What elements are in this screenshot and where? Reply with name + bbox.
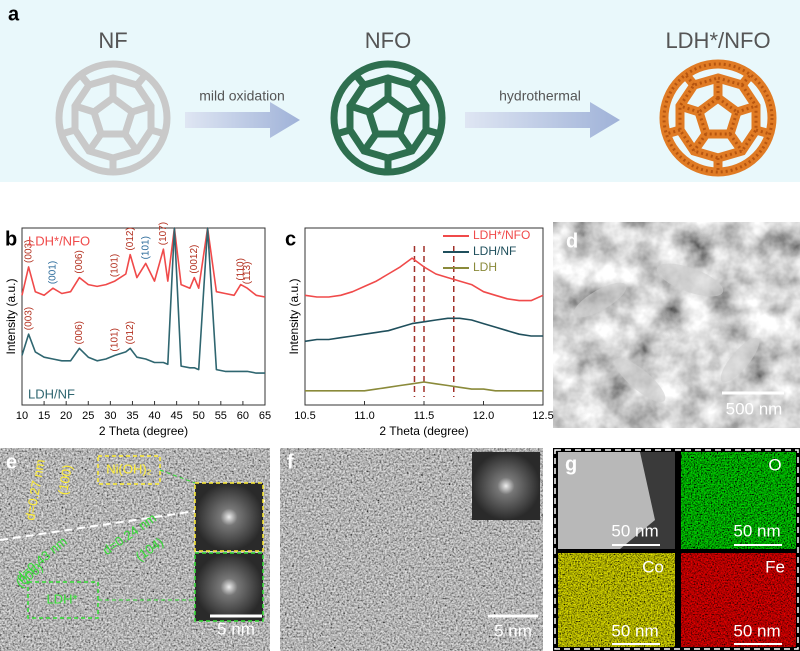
panel-letter: d: [566, 230, 578, 252]
flakes: [573, 263, 760, 402]
series-label: LDH/NF: [28, 386, 75, 401]
legend-label: LDH*/NFO: [473, 228, 530, 242]
peak-label: (107): [158, 222, 169, 245]
map-border: [554, 449, 799, 650]
x-tick-label: 10: [16, 410, 28, 422]
x-tick-label: 12.5: [532, 410, 553, 422]
x-axis-label: 2 Theta (degree): [99, 424, 188, 438]
x-axis-label: 2 Theta (degree): [379, 424, 468, 438]
fe-map: [681, 553, 796, 647]
peak-label: (0012): [189, 245, 200, 274]
x-tick-label: 50: [193, 410, 205, 422]
peak-label: (101): [109, 254, 120, 277]
x-tick-label: 15: [38, 410, 50, 422]
x-tick-label: 11.5: [414, 410, 435, 422]
step-label: mild oxidation: [199, 88, 285, 104]
panel-letter: f: [287, 451, 294, 473]
peak-label: (001): [48, 261, 59, 284]
annotation: (100): [55, 464, 75, 497]
series-line: [21, 227, 266, 298]
peak-label: (003): [23, 307, 34, 330]
x-tick-label: 60: [237, 410, 249, 422]
element-label: Co: [642, 557, 664, 576]
panel-letter: a: [8, 3, 20, 25]
x-tick-label: 35: [126, 410, 138, 422]
scale-bar-label: 5 nm: [494, 621, 532, 640]
guide: [98, 469, 196, 601]
legend-label: LDH: [473, 260, 497, 274]
fft-inset: [472, 452, 540, 520]
panel-letter: b: [5, 228, 17, 250]
x-tick-label: 40: [148, 410, 160, 422]
arrow: [185, 102, 300, 138]
o-map: [681, 452, 796, 549]
scale-bar-label: 500 nm: [726, 399, 783, 418]
element-label: Fe: [765, 557, 785, 576]
arrow: [465, 102, 620, 138]
legend-label: LDH/NF: [473, 244, 516, 258]
panel-letter: c: [285, 228, 296, 250]
annotation: LDH*: [46, 591, 77, 606]
x-tick-label: 55: [215, 410, 227, 422]
peak-label: (012): [125, 227, 136, 250]
co-map: [558, 553, 675, 647]
x-tick-label: 30: [104, 410, 116, 422]
stage-label: NFO: [365, 28, 411, 53]
peak-label: (006): [74, 321, 85, 344]
fft-inset: [194, 482, 264, 552]
particle: [558, 452, 655, 549]
x-tick-label: 45: [171, 410, 183, 422]
sem-image: [553, 222, 800, 428]
element-label: O: [768, 455, 781, 474]
annotation: Ni(OH)₂: [106, 461, 151, 476]
x-tick-label: 12.0: [473, 410, 494, 422]
panel-letter: e: [6, 451, 17, 473]
peak-label: (110): [235, 258, 246, 281]
peak-label: (006): [74, 250, 85, 273]
x-tick-label: 11.0: [354, 410, 375, 422]
panel-letter: g: [565, 453, 577, 475]
peak-label: (113): [242, 262, 253, 285]
x-tick-label: 20: [60, 410, 72, 422]
y-axis-label: Intensity (a.u.): [287, 278, 301, 354]
series-line: [304, 317, 543, 343]
scale-bar-label: 5 nm: [217, 619, 255, 638]
scale-bar-label: 50 nm: [733, 621, 780, 640]
series-line: [21, 227, 265, 374]
peak-label: (003): [23, 240, 34, 263]
scale-bar-label: 50 nm: [733, 521, 780, 540]
plot-frame: [21, 227, 266, 406]
y-axis-label: Intensity (a.u.): [4, 278, 18, 354]
x-tick-label: 10.5: [294, 410, 315, 422]
stage-label: NF: [98, 28, 127, 53]
series-line: [305, 381, 543, 392]
peak-label: (101): [140, 236, 151, 259]
peak-label: (101): [109, 328, 120, 351]
x-tick-label: 65: [259, 410, 271, 422]
step-label: hydrothermal: [499, 88, 581, 104]
selection-box: [97, 455, 161, 485]
x-tick-label: 25: [82, 410, 94, 422]
stage-label: LDH*/NFO: [665, 28, 770, 53]
peak-label: (012): [125, 321, 136, 344]
scale-bar-label: 50 nm: [611, 621, 658, 640]
fft-inset: [194, 552, 264, 622]
series-line: [304, 257, 544, 302]
scale-bar-label: 50 nm: [611, 521, 658, 540]
series-label: LDH*/NFO: [28, 233, 90, 248]
